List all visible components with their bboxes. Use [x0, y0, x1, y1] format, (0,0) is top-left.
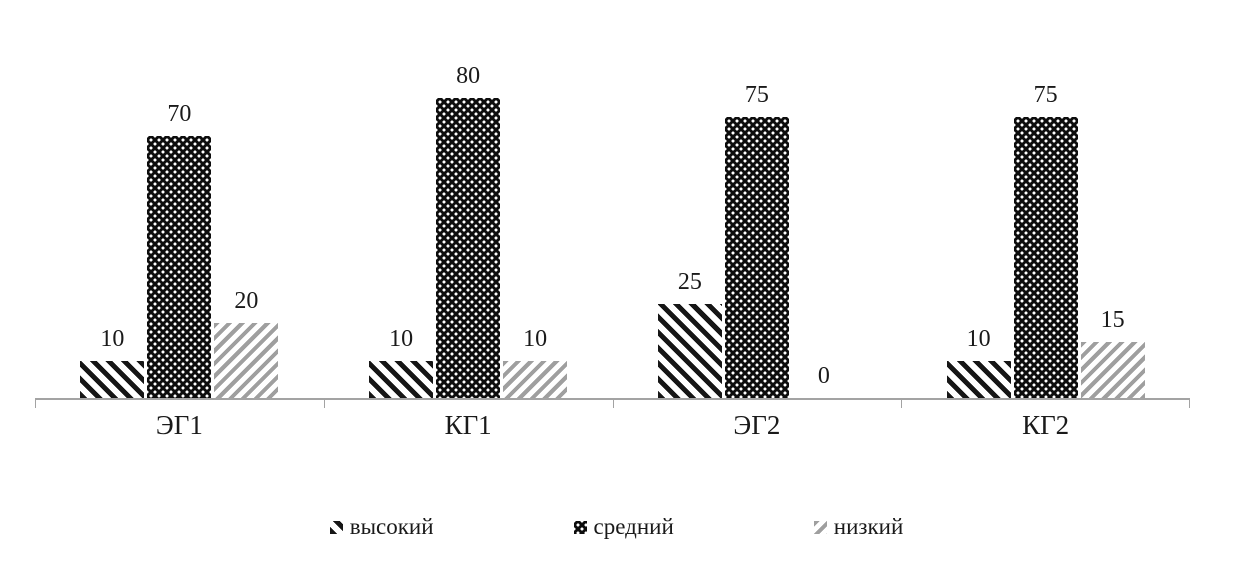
- legend-marker-low-icon: [813, 520, 827, 534]
- bar-высокий: [369, 360, 434, 398]
- x-axis: [35, 400, 1190, 409]
- bar-group-КГ2: 10 75 15: [901, 82, 1190, 398]
- legend-item-low: низкий: [813, 514, 904, 540]
- bar-низкий: [1080, 341, 1145, 398]
- category-axis-labels: ЭГ1 КГ1 ЭГ2 КГ2: [35, 409, 1190, 441]
- bar-средний: [147, 135, 212, 398]
- bar-cell: 75: [724, 81, 789, 398]
- bar-value-label: 10: [966, 325, 991, 352]
- legend-marker-high-icon: [329, 520, 343, 534]
- bar-cell: 20: [214, 288, 279, 398]
- bar-cell: 0: [792, 363, 856, 398]
- bar-средний: [724, 116, 789, 398]
- bar-высокий: [657, 304, 722, 398]
- bar-cell: 15: [1080, 306, 1145, 398]
- axis-tick: [612, 400, 614, 408]
- bar-value-label: 15: [1100, 306, 1125, 333]
- bar-cell: 80: [436, 63, 501, 398]
- legend: высокий средний низкий: [0, 514, 1233, 540]
- legend-label-low: низкий: [833, 514, 904, 539]
- category-label-ЭГ2: ЭГ2: [733, 410, 781, 440]
- bar-group-ЭГ1: 10 70 20: [35, 100, 324, 398]
- bar-value-label: 70: [167, 100, 192, 127]
- bar-value-label: 10: [389, 325, 414, 352]
- bar-value-label: 0: [817, 363, 830, 389]
- category-label-ЭГ1: ЭГ1: [155, 410, 203, 440]
- bar-value-label: 20: [234, 288, 259, 314]
- bar-cell: 10: [946, 325, 1011, 398]
- axis-tick: [901, 400, 903, 408]
- bar-cell: 10: [503, 325, 568, 398]
- axis-tick: [1189, 400, 1190, 408]
- bar-средний: [436, 98, 501, 398]
- axis-tick: [323, 400, 325, 408]
- bar-value-label: 10: [100, 325, 125, 352]
- bar-cell: 10: [80, 325, 145, 398]
- legend-label-mid: средний: [593, 514, 674, 539]
- legend-item-high: высокий: [329, 514, 434, 540]
- bar-group-ЭГ2: 25 75 0: [613, 82, 902, 398]
- bar-cell: 70: [147, 100, 212, 398]
- category-label-КГ2: КГ2: [1022, 410, 1070, 440]
- bar-value-label: 80: [456, 63, 481, 89]
- bar-value-label: 10: [523, 325, 548, 352]
- bar-value-label: 25: [677, 269, 702, 296]
- axis-tick: [35, 400, 36, 408]
- bar-cell: 25: [657, 269, 722, 398]
- bar-cell: 10: [369, 325, 434, 398]
- legend-marker-mid-icon: [573, 520, 587, 534]
- legend-item-mid: средний: [573, 514, 674, 540]
- bar-cell: 75: [1013, 81, 1078, 398]
- category-label-КГ1: КГ1: [444, 410, 492, 440]
- bar-group-КГ1: 10 80 10: [324, 63, 613, 398]
- bar-высокий: [946, 360, 1011, 398]
- bar-низкий: [503, 360, 568, 398]
- bar-низкий: [214, 323, 279, 398]
- bar-value-label: 75: [744, 81, 769, 108]
- bar-value-label: 75: [1033, 81, 1058, 108]
- legend-label-high: высокий: [349, 514, 434, 539]
- bar-средний: [1013, 116, 1078, 398]
- plot-area: 10 70 20 10 80 10 25 75 0 10 75 15: [35, 0, 1190, 400]
- bar-высокий: [80, 360, 145, 398]
